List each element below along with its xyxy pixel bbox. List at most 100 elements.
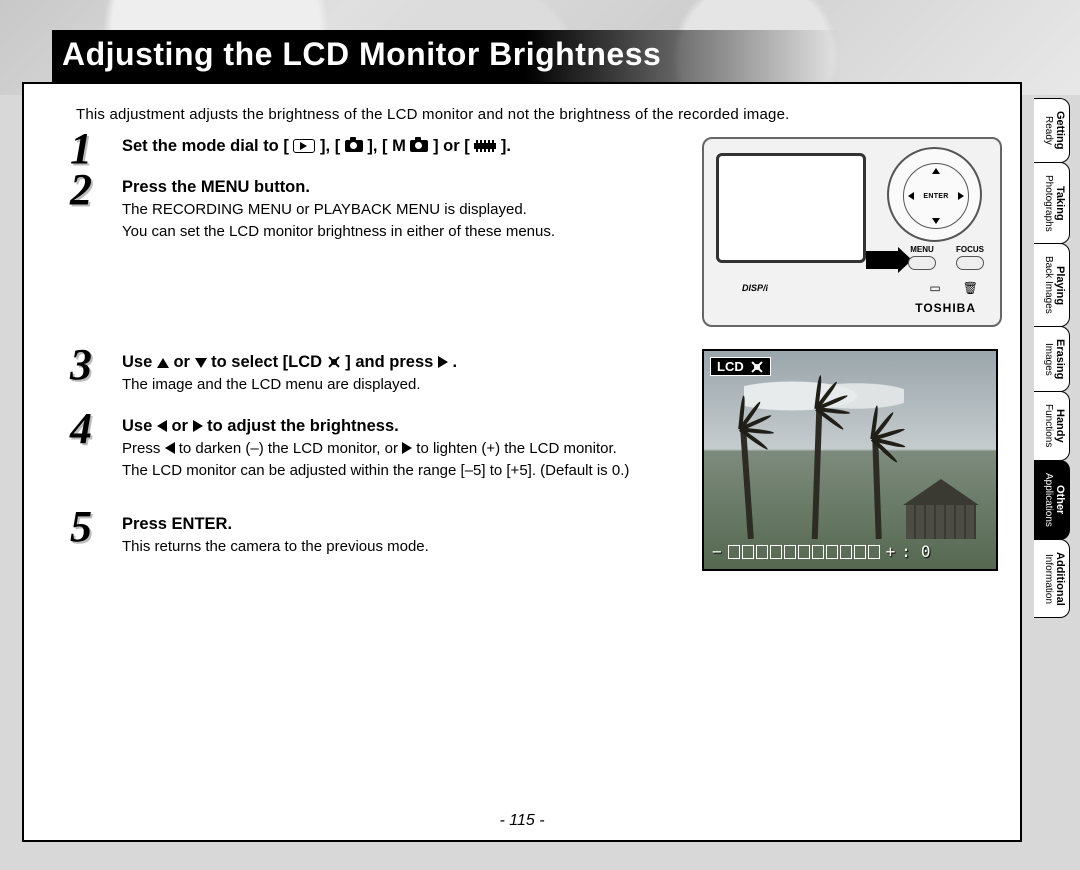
- camera-lcd-outline: [716, 153, 866, 263]
- text: or: [173, 353, 194, 371]
- text: .: [452, 353, 457, 371]
- menu-button-shape: [908, 256, 936, 270]
- figures-column: ENTER MENU FOCUS ▭ 🗑: [702, 137, 1002, 580]
- text: Use: [122, 417, 157, 435]
- up-arrow-icon: [157, 358, 169, 368]
- step-heading: Set the mode dial to [ ], [ ], [ M ] or …: [122, 137, 684, 156]
- palm-tree: [872, 439, 881, 539]
- focus-label: FOCUS: [956, 245, 984, 254]
- page-title: Adjusting the LCD Monitor Brightness: [52, 30, 841, 82]
- text: ] or [: [433, 137, 474, 155]
- dpad-left-icon: [908, 192, 914, 200]
- intro-text: This adjustment adjusts the brightness o…: [76, 106, 1002, 123]
- step-heading: Press ENTER.: [122, 515, 684, 534]
- left-arrow-icon: [165, 442, 175, 454]
- lcd-badge-text: LCD: [717, 359, 744, 374]
- palm-tree: [740, 429, 754, 539]
- segment: [826, 545, 838, 559]
- brightness-icon: [750, 360, 764, 374]
- right-arrow-icon: [402, 442, 412, 454]
- lcd-badge: LCD: [710, 357, 771, 376]
- play-mode-icon: [293, 139, 315, 153]
- text: ].: [501, 137, 511, 155]
- text: Use: [122, 353, 157, 371]
- enter-label: ENTER: [923, 193, 948, 200]
- value-sep: :: [901, 542, 911, 561]
- segment: [770, 545, 782, 559]
- down-arrow-icon: [195, 358, 207, 368]
- step-body: The RECORDING MENU or PLAYBACK MENU is d…: [122, 200, 684, 243]
- segment: [756, 545, 768, 559]
- text: to lighten (+) the LCD monitor.: [416, 440, 617, 457]
- brightness-bar: − + : 0: [712, 542, 988, 561]
- pointer-arrow-icon: [866, 251, 900, 269]
- brightness-value: 0: [921, 542, 931, 561]
- dpad-right-icon: [958, 192, 964, 200]
- step-5: 5 Press ENTER. This returns the camera t…: [76, 515, 684, 557]
- side-tab[interactable]: TakingPhotographs: [1034, 162, 1070, 245]
- segment: [868, 545, 880, 559]
- folder-icon: ▭: [929, 281, 940, 295]
- text: This returns the camera to the previous …: [122, 537, 684, 557]
- text: or: [171, 417, 192, 435]
- dpad-down-icon: [932, 218, 940, 224]
- menu-label: MENU: [910, 245, 934, 254]
- step-heading: Use or to select [LCD ] and press .: [122, 353, 684, 372]
- text: Set the mode dial to [: [122, 137, 293, 155]
- text: The LCD monitor can be adjusted within t…: [122, 461, 684, 481]
- movie-mode-icon: [474, 140, 496, 152]
- text: ], [: [320, 137, 345, 155]
- side-tab[interactable]: HandyFunctions: [1034, 391, 1070, 460]
- segment: [742, 545, 754, 559]
- step-number: 4: [70, 407, 92, 451]
- plus-label: +: [886, 542, 896, 561]
- manual-camera-mode-icon: [410, 140, 428, 152]
- step-number: 2: [70, 168, 92, 212]
- dpad: ENTER: [903, 163, 969, 229]
- right-arrow-icon: [438, 356, 448, 368]
- side-tab[interactable]: OtherApplications: [1034, 460, 1070, 540]
- lcd-preview: LCD − + : 0: [702, 349, 998, 571]
- disp-label: DISP/i: [742, 283, 768, 293]
- right-arrow-icon: [193, 420, 203, 432]
- page-body: This adjustment adjusts the brightness o…: [22, 82, 1022, 842]
- side-tab[interactable]: GettingReady: [1034, 98, 1070, 163]
- text: to darken (–) the LCD monitor, or: [179, 440, 402, 457]
- segment: [728, 545, 740, 559]
- palm-tree: [812, 409, 823, 539]
- segment: [812, 545, 824, 559]
- step-body: This returns the camera to the previous …: [122, 537, 684, 557]
- mini-icons: ▭ 🗑: [929, 281, 978, 295]
- side-tab[interactable]: PlayingBack Images: [1034, 243, 1070, 327]
- step-number: 5: [70, 505, 92, 549]
- text: ], [ M: [367, 137, 406, 155]
- segment: [784, 545, 796, 559]
- trash-icon: 🗑: [963, 281, 978, 295]
- step-heading: Press the MENU button.: [122, 178, 684, 197]
- left-arrow-icon: [157, 420, 167, 432]
- brand-label: TOSHIBA: [915, 301, 976, 315]
- hut-shape: [896, 479, 986, 539]
- segment: [854, 545, 866, 559]
- dpad-up-icon: [932, 168, 940, 174]
- segments: [728, 545, 880, 559]
- side-tabs: GettingReadyTakingPhotographsPlayingBack…: [1034, 98, 1070, 617]
- text: Press: [122, 440, 165, 457]
- step-body: The image and the LCD menu are displayed…: [122, 375, 684, 395]
- button-row: MENU FOCUS: [908, 245, 984, 270]
- segment: [798, 545, 810, 559]
- text: You can set the LCD monitor brightness i…: [122, 222, 684, 242]
- text: to select [LCD: [211, 353, 327, 371]
- step-1: 1 Set the mode dial to [ ], [ ], [ M ] o…: [76, 137, 684, 156]
- camera-diagram: ENTER MENU FOCUS ▭ 🗑: [702, 137, 1002, 327]
- minus-label: −: [712, 542, 722, 561]
- step-3: 3 Use or to select [LCD ] and press . Th…: [76, 353, 684, 395]
- step-body: Press to darken (–) the LCD monitor, or …: [122, 439, 684, 482]
- focus-button-shape: [956, 256, 984, 270]
- text: ] and press: [345, 353, 438, 371]
- step-number: 3: [70, 343, 92, 387]
- text: to adjust the brightness.: [207, 417, 399, 435]
- side-tab[interactable]: ErasingImages: [1034, 326, 1070, 392]
- side-tab[interactable]: AdditionalInformation: [1034, 539, 1070, 619]
- step-2: 2 Press the MENU button. The RECORDING M…: [76, 178, 684, 243]
